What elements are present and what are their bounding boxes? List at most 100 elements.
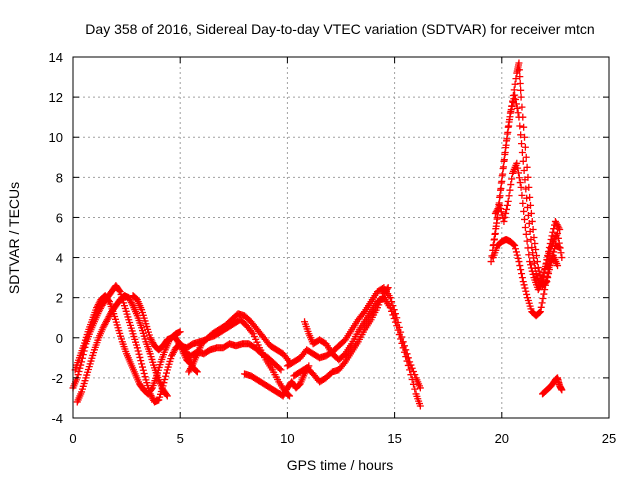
data-point [400, 348, 408, 356]
data-point [136, 353, 144, 361]
data-point [538, 279, 546, 287]
data-point [507, 106, 515, 114]
data-point [524, 211, 532, 219]
data-point [518, 274, 526, 282]
data-point [523, 194, 531, 202]
data-point [406, 366, 414, 374]
data-point [545, 248, 553, 256]
axis-ticks [72, 56, 610, 419]
data-point [517, 93, 525, 101]
data-point [520, 281, 528, 289]
x-tick-label: 15 [387, 431, 401, 446]
data-point [548, 232, 556, 240]
data-point [277, 366, 285, 374]
data-point [529, 249, 537, 257]
data-point [504, 128, 512, 136]
data-point [499, 170, 507, 178]
data-point [285, 391, 293, 399]
data-point [518, 140, 526, 148]
data-point [404, 361, 412, 369]
data-point [399, 344, 407, 352]
data-point [519, 278, 527, 286]
data-point [533, 258, 541, 266]
data-point [128, 300, 136, 308]
data-point [516, 179, 524, 187]
data-point [539, 294, 547, 302]
y-tick-label: -4 [51, 411, 63, 426]
data-point [501, 213, 509, 221]
series-track-o [489, 236, 562, 320]
x-tick-label: 5 [177, 431, 184, 446]
y-axis-label: SDTVAR / TECUs [6, 182, 22, 294]
data-point [193, 368, 201, 376]
y-tick-label: 2 [56, 291, 63, 306]
data-point [163, 392, 171, 400]
data-point [542, 281, 550, 289]
data-point [500, 217, 508, 225]
data-point [505, 122, 513, 130]
data-point [525, 219, 533, 227]
data-point [527, 261, 535, 269]
data-point [494, 213, 502, 221]
data-point [506, 186, 514, 194]
data-point [497, 185, 505, 193]
data-point [524, 244, 532, 252]
data-point [176, 328, 184, 336]
data-point [498, 177, 506, 185]
data-point [162, 391, 170, 399]
data-point [139, 366, 147, 374]
data-point [511, 80, 519, 88]
data-point [515, 169, 523, 177]
series-track-c [73, 292, 171, 406]
data-point [517, 131, 525, 139]
y-tick-label: 4 [56, 251, 63, 266]
data-point [523, 163, 531, 171]
data-point [558, 254, 566, 262]
y-tick-label: 12 [49, 90, 63, 105]
data-point [514, 254, 522, 262]
data-point [395, 331, 403, 339]
data-point [521, 223, 529, 231]
data-point [140, 369, 148, 377]
data-point [527, 264, 535, 272]
data-point [518, 191, 526, 199]
data-point [512, 100, 520, 108]
data-point [518, 148, 526, 156]
data-point [408, 375, 416, 383]
data-point [403, 357, 411, 365]
data-point [188, 361, 196, 369]
data-point [526, 258, 534, 266]
data-point [506, 116, 514, 124]
x-tick-label: 20 [495, 431, 509, 446]
data-point [539, 278, 547, 286]
x-tick-label: 0 [69, 431, 76, 446]
data-point [554, 229, 562, 237]
data-point [161, 375, 169, 383]
data-point [558, 386, 566, 394]
data-point [134, 347, 142, 355]
data-point [147, 385, 155, 393]
data-point [541, 286, 549, 294]
data-point [521, 215, 529, 223]
data-point [521, 143, 529, 151]
data-point [389, 311, 397, 319]
data-point [515, 113, 523, 121]
series-track-h [241, 362, 313, 400]
data-point [493, 219, 501, 227]
data-point [508, 102, 516, 110]
data-point [416, 384, 424, 392]
data-point [512, 248, 520, 256]
data-point [496, 201, 504, 209]
series-track-g [185, 316, 294, 400]
data-point [74, 371, 82, 379]
data-point [512, 96, 520, 104]
data-point [411, 385, 419, 393]
data-point [522, 153, 530, 161]
x-tick-labels: 0 5 10 15 20 25 [69, 431, 616, 446]
plot-frame [72, 56, 610, 419]
data-point [532, 246, 540, 254]
series-track-p [539, 374, 566, 398]
data-point [530, 254, 538, 262]
data-point [539, 273, 547, 281]
